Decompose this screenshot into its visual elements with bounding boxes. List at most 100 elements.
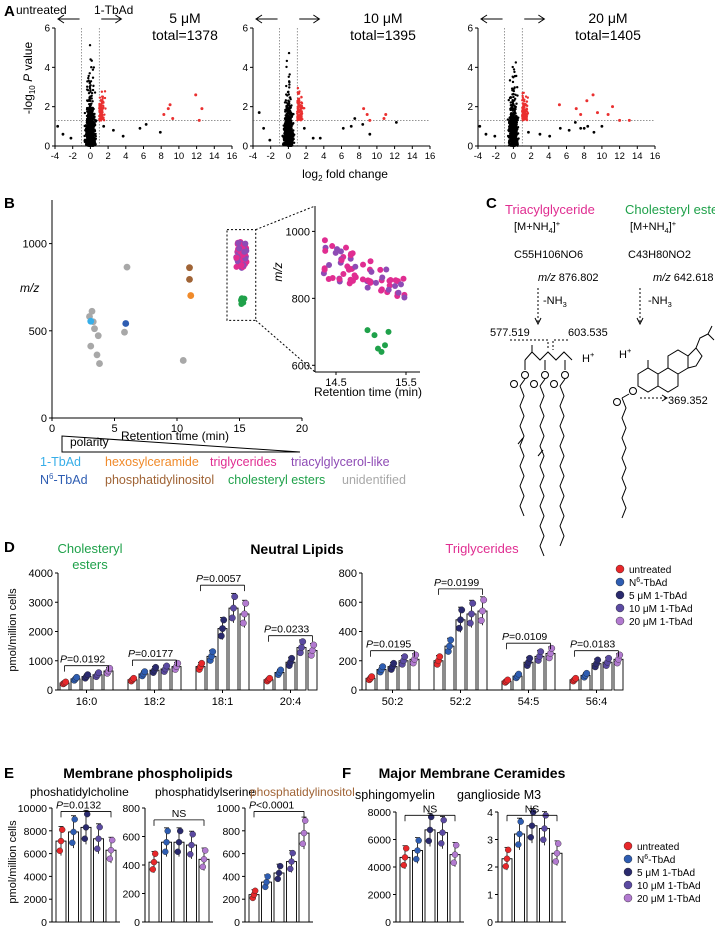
volcano-point xyxy=(510,120,513,124)
volcano-point xyxy=(285,84,288,88)
replicate-dot xyxy=(453,841,460,849)
e-bars-3: 0 200 400 600 800 1000 P<0.0001 xyxy=(217,799,313,929)
volcano-ylabel: -log10 P value xyxy=(21,42,37,115)
volcano-point-significant xyxy=(365,113,369,117)
y-tick-label: 4000 xyxy=(29,568,53,580)
volcano-point xyxy=(89,103,92,107)
inset-tg-point xyxy=(321,237,328,244)
replicate-dot xyxy=(515,841,522,848)
replicate-dot xyxy=(479,607,486,615)
volcano-point-significant xyxy=(606,113,610,117)
volcano-point xyxy=(484,132,488,136)
volcano-point xyxy=(287,75,290,78)
replicate-dot xyxy=(309,647,316,654)
replicate-dot xyxy=(188,841,195,849)
x-tick-label: 8 xyxy=(159,151,164,162)
volcano-point xyxy=(289,129,292,132)
volcano-point-significant xyxy=(101,113,104,117)
e-bars-2: 0 200 400 600 800 NS xyxy=(122,803,213,929)
x-tick-label: 16 xyxy=(227,151,238,162)
x-tick-label: 6 xyxy=(339,151,344,162)
inset-tg-point xyxy=(336,276,343,283)
inset-tg-point xyxy=(360,261,367,268)
inset-tg-point xyxy=(368,268,375,275)
volcano-point xyxy=(291,130,294,134)
volcano-point xyxy=(509,135,513,138)
volcano-point xyxy=(508,79,512,82)
volcano-point xyxy=(90,59,93,62)
tg-cluster-point xyxy=(233,254,240,261)
volcano-point xyxy=(286,90,290,94)
panel-f-letter: F xyxy=(342,765,351,782)
inset-tg-point xyxy=(351,272,358,279)
volcano-point xyxy=(89,88,92,92)
panel-c-letter: C xyxy=(486,195,497,212)
y-tick-label: 2 xyxy=(487,862,493,874)
replicate-dot xyxy=(457,616,464,624)
volcano-point xyxy=(516,94,519,97)
group-label: 20:4 xyxy=(280,696,301,708)
legend-item: N6-TbAd xyxy=(637,854,675,866)
x-tick-label: 0 xyxy=(49,423,55,435)
volcano-point xyxy=(291,134,295,137)
volcano-point xyxy=(512,109,516,112)
replicate-dot xyxy=(302,817,309,824)
volcano-point xyxy=(83,124,86,128)
tg-cluster-point xyxy=(233,263,240,270)
panel-d: D Neutral Lipids Cholesteryl esters Trig… xyxy=(4,539,624,708)
x-tick-label: 0 xyxy=(286,151,291,162)
volcano-point-significant xyxy=(102,100,105,104)
b-ylabel: m/z xyxy=(20,281,39,295)
volcano-point xyxy=(91,88,95,92)
inset-tg-point xyxy=(345,265,352,272)
inset-ce-point xyxy=(378,348,385,355)
volcano-point xyxy=(89,112,92,116)
right-arrowhead xyxy=(313,14,321,24)
replicate-dot xyxy=(298,644,305,651)
volcano-point-significant xyxy=(521,102,524,105)
replicate-dot xyxy=(264,873,271,880)
replicate-dot xyxy=(163,839,170,846)
replicate-dot xyxy=(450,859,457,866)
volcano-point xyxy=(289,141,293,144)
replicate-dot xyxy=(413,855,420,863)
y-tick-label: 500 xyxy=(29,326,47,338)
volcano-point xyxy=(510,131,514,134)
inset-tg-point xyxy=(343,244,350,251)
volcano-point xyxy=(90,137,94,140)
volcano-point-significant xyxy=(200,107,204,111)
volcano-point-significant xyxy=(523,114,526,118)
panel-e: E Membrane phospholipids pmol/million ce… xyxy=(4,765,355,929)
volcano-point xyxy=(89,95,92,98)
volcano-point xyxy=(288,83,291,86)
volcano-point xyxy=(287,136,291,139)
replicate-dot xyxy=(439,829,446,836)
replicate-dot xyxy=(106,855,114,862)
volcano-point-significant xyxy=(301,106,304,110)
volcano-point-significant xyxy=(296,110,299,114)
volcano-point-significant xyxy=(296,97,300,101)
volcano-point-significant xyxy=(162,113,166,117)
replicate-dot xyxy=(150,858,158,866)
replicate-dot xyxy=(217,632,225,640)
replicate-dot xyxy=(263,878,270,886)
x-tick-label: 6 xyxy=(141,151,146,162)
inset-tg-point xyxy=(337,248,344,255)
x-tick-label: 12 xyxy=(191,151,202,162)
ce-adduct: [M+NH4]+ xyxy=(630,219,677,235)
tg-title: Triacylglyceride xyxy=(505,202,595,217)
tg-cluster-point xyxy=(236,245,243,252)
inset-tg-point xyxy=(397,281,404,288)
inset-tg-point xyxy=(322,247,329,254)
inset-tg-point xyxy=(401,294,408,301)
volcano-point xyxy=(573,121,577,124)
volcano-point xyxy=(513,113,516,116)
panel-f: F Major Membrane Ceramides sphingomyelin… xyxy=(342,765,566,929)
volcano-point xyxy=(90,125,93,128)
volcano-point xyxy=(288,73,291,76)
volcano-point xyxy=(600,124,604,128)
legend-marker xyxy=(615,590,625,600)
panel-a-letter: A xyxy=(4,3,15,20)
inset-tg-point xyxy=(338,257,345,264)
replicate-dot xyxy=(81,835,89,842)
